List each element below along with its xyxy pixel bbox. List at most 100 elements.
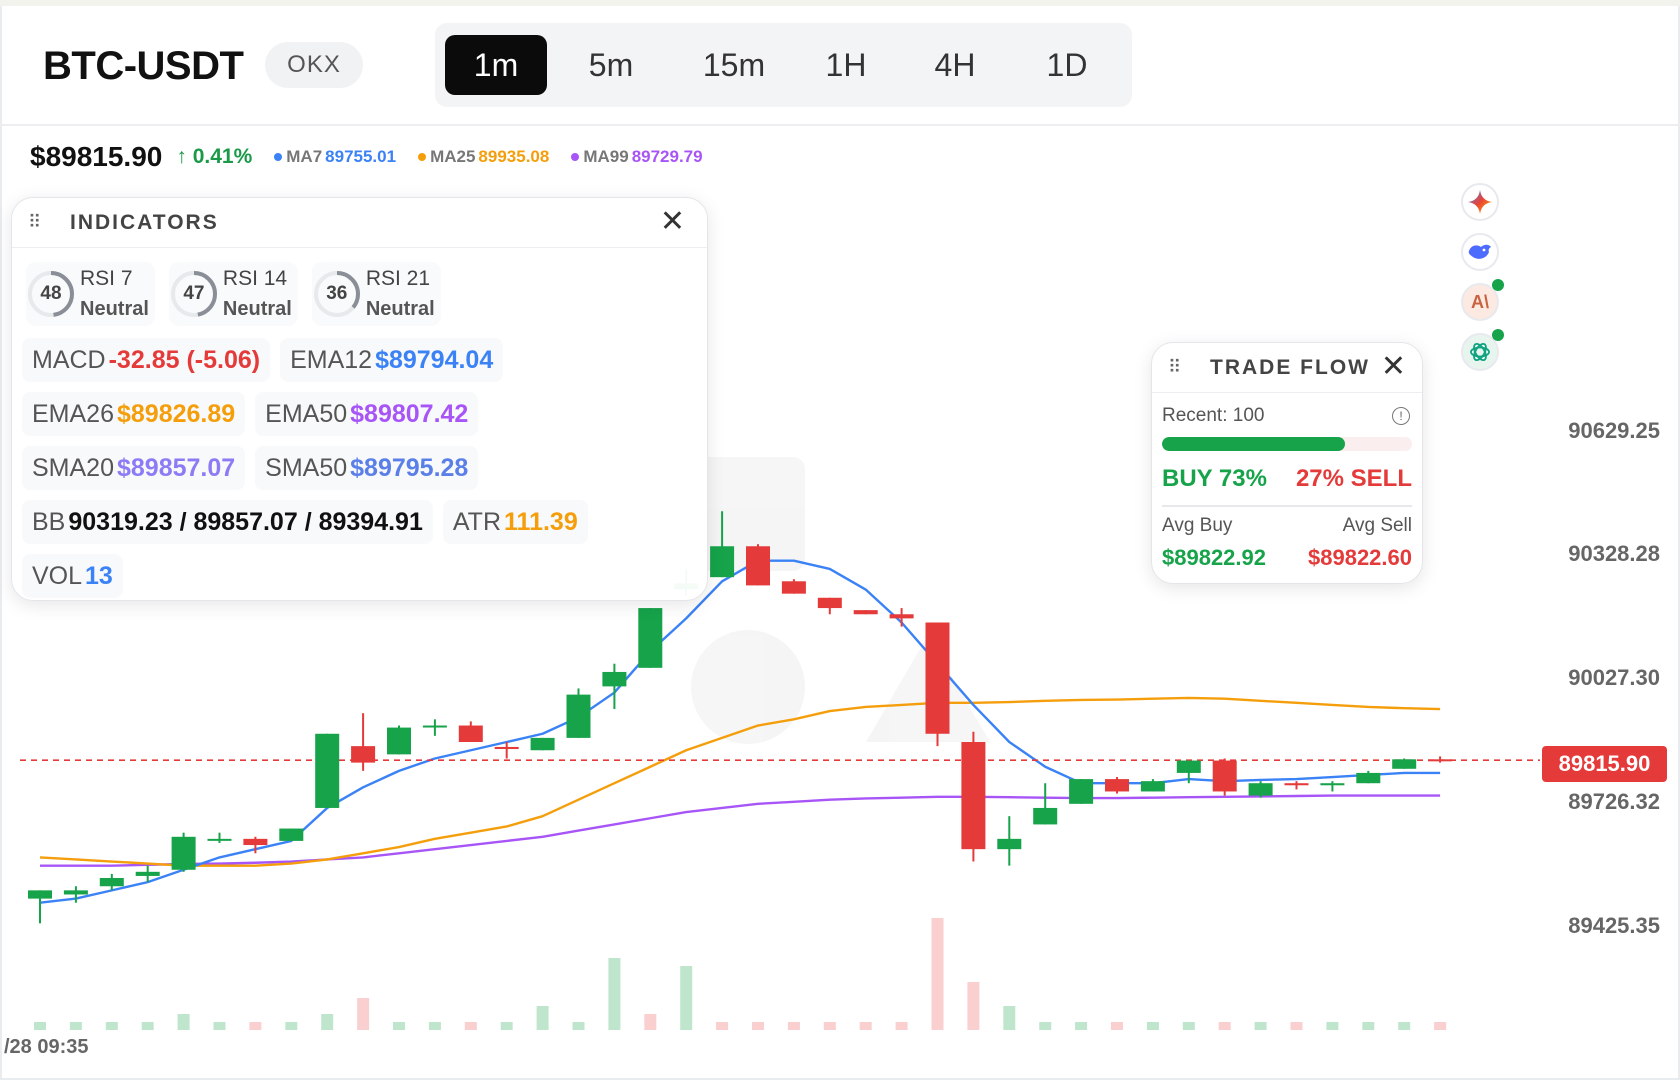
indicator-row: SMA20 $89857.07 SMA50 $89795.28 <box>12 446 707 490</box>
ema50-chip: EMA50 $89807.42 <box>255 392 479 436</box>
volume-bar <box>1326 1022 1339 1030</box>
moving-average-lines <box>39 559 1441 904</box>
rsi-14: 47 RSI 14 Neutral <box>168 262 298 326</box>
bearish-candle <box>458 725 483 743</box>
ma7-dot <box>274 153 283 161</box>
drag-handle-icon[interactable]: ⠿ <box>28 212 41 232</box>
rsi-gauge: 36 <box>312 269 362 319</box>
bearish-candle <box>1212 760 1237 792</box>
close-icon[interactable]: ✕ <box>1380 350 1406 383</box>
volume-bar <box>536 1006 549 1030</box>
okx-watermark <box>691 457 990 744</box>
rsi-row: 48 RSI 7 Neutral 47 RSI 14 Neutral 36 <box>12 262 707 326</box>
volume-bar <box>1003 1006 1016 1030</box>
trade-flow-panel-header[interactable]: ⠿ TRADE FLOW ✕ <box>1152 343 1422 393</box>
volume-bar <box>716 1022 729 1030</box>
ma25-value: 89935.08 <box>478 147 550 166</box>
current-price: $89815.90 <box>30 141 163 172</box>
watermark-square <box>691 457 805 571</box>
close-icon[interactable]: ✕ <box>659 205 685 238</box>
rsi-state: Neutral <box>222 298 292 320</box>
bullish-candle <box>1033 807 1058 825</box>
bullish-candle <box>530 737 555 751</box>
volume-bar <box>357 998 370 1030</box>
price-change: ↑ 0.41% <box>176 145 253 168</box>
indicator-row: VOL 13 <box>12 554 707 598</box>
ema12-value: $89794.04 <box>375 345 494 374</box>
volume-bar <box>1254 1022 1267 1030</box>
bearish-candle <box>1105 779 1129 792</box>
candlestick-chart[interactable] <box>0 120 1680 1080</box>
macd-chip: MACD -32.85 (-5.06) <box>22 338 271 382</box>
interval-5m[interactable]: 5m <box>588 46 634 83</box>
volume-bar <box>321 1014 334 1030</box>
ma99-stat: MA99 89729.79 <box>571 147 703 167</box>
deepseek-icon[interactable] <box>1461 233 1499 271</box>
openai-icon[interactable] <box>1461 333 1499 371</box>
bullish-candle <box>63 890 88 895</box>
ema12-label: EMA12 <box>290 345 373 374</box>
interval-4h[interactable]: 4H <box>934 46 976 83</box>
openai-glyph <box>1470 342 1490 362</box>
bearish-candle <box>351 746 376 763</box>
divider <box>1162 505 1412 507</box>
volume-bar <box>1146 1022 1159 1030</box>
avg-buy-value: $89822.92 <box>1162 545 1266 570</box>
volume-bar <box>1111 1022 1123 1030</box>
volume-bar <box>141 1022 154 1030</box>
anthropic-icon[interactable]: A\ <box>1461 283 1499 321</box>
rsi-gauge: 47 <box>169 269 219 319</box>
exchange-badge[interactable]: OKX <box>265 42 363 88</box>
bullish-candle <box>135 871 160 876</box>
volume-bar <box>428 1022 441 1030</box>
indicator-row: MACD -32.85 (-5.06) EMA12 $89794.04 <box>12 338 707 382</box>
volume-bars <box>34 918 1447 1030</box>
interval-15m[interactable]: 15m <box>702 46 766 83</box>
ma25-label: MA25 <box>430 147 476 166</box>
bullish-candle <box>387 727 411 755</box>
rsi-21: 36 RSI 21 Neutral <box>311 262 441 326</box>
sma20-value: $89857.07 <box>116 453 236 482</box>
rsi-value: 48 <box>40 283 62 304</box>
indicators-panel-header[interactable]: ⠿ INDICATORS ✕ <box>12 198 707 248</box>
drag-handle-icon[interactable]: ⠿ <box>1168 357 1181 377</box>
bearish-candle <box>889 614 914 619</box>
bullish-candle <box>602 671 627 687</box>
sma20-chip: SMA20 $89857.07 <box>22 446 246 490</box>
volume-bar <box>859 1022 872 1030</box>
volume-bar <box>1398 1022 1411 1030</box>
buy-sell-ratio-bar <box>1162 437 1412 451</box>
volume-bar <box>608 958 621 1030</box>
gemini-icon[interactable] <box>1461 183 1499 221</box>
bullish-candle <box>1069 779 1094 804</box>
ema50-value: $89807.42 <box>350 399 469 428</box>
interval-1h[interactable]: 1H <box>825 46 867 83</box>
buy-percent: BUY 73% <box>1162 465 1267 492</box>
sma50-value: $89795.28 <box>350 453 469 482</box>
bullish-candle <box>171 836 196 870</box>
bearish-candle <box>243 838 268 846</box>
volume-bar <box>177 1014 190 1030</box>
bullish-candle <box>315 733 340 808</box>
volume-bar <box>895 1022 908 1030</box>
bearish-candle <box>853 610 878 615</box>
bearish-candle <box>494 746 519 750</box>
bearish-candle <box>781 581 806 594</box>
info-icon[interactable]: ! <box>1392 407 1410 425</box>
indicators-panel[interactable]: ⠿ INDICATORS ✕ 48 RSI 7 Neutral 47 RSI 1… <box>11 197 708 601</box>
interval-1m[interactable]: 1m <box>445 35 547 95</box>
volume-bar <box>1075 1022 1088 1030</box>
atr-value: 111.39 <box>504 507 578 536</box>
volume-bar <box>967 982 980 1030</box>
ma25-stat: MA25 89935.08 <box>418 147 549 167</box>
trade-flow-panel[interactable]: ⠿ TRADE FLOW ✕ Recent: 100 ! BUY 73% 27%… <box>1151 342 1423 584</box>
macd-label: MACD <box>32 345 106 374</box>
bullish-candle <box>279 828 304 841</box>
volume-bar <box>1039 1022 1052 1030</box>
bullish-candle <box>1356 772 1381 784</box>
watermark-circle <box>691 630 805 744</box>
atr-chip: ATR 111.39 <box>442 500 588 544</box>
vol-value: 13 <box>85 561 113 590</box>
volume-bar <box>105 1022 118 1030</box>
interval-1d[interactable]: 1D <box>1046 46 1088 83</box>
